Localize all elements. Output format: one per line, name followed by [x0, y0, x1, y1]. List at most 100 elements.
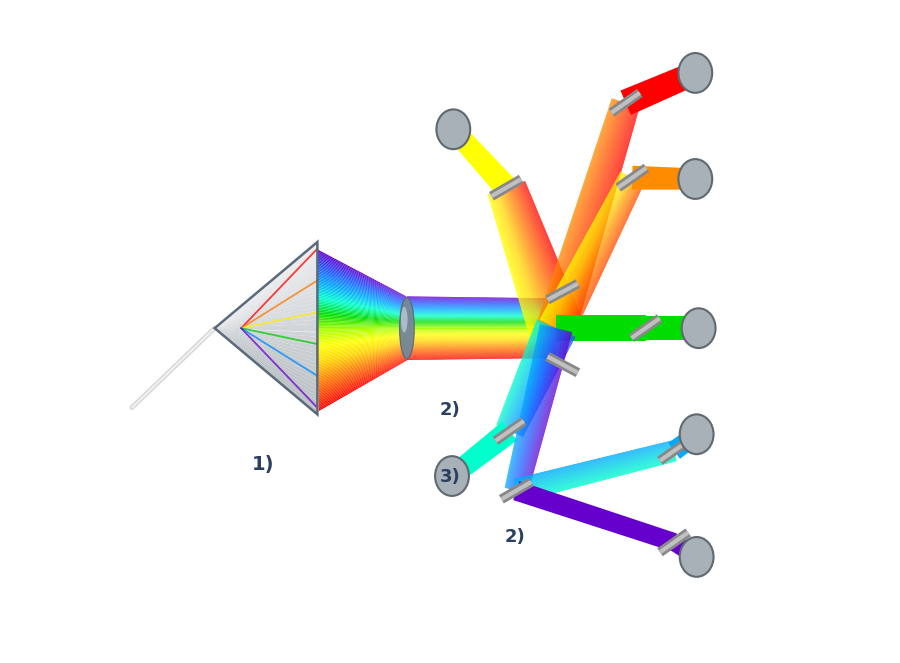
Polygon shape — [549, 101, 621, 326]
Polygon shape — [574, 107, 640, 334]
Polygon shape — [526, 332, 570, 493]
Polygon shape — [552, 101, 623, 327]
Polygon shape — [319, 347, 408, 379]
Ellipse shape — [680, 414, 714, 454]
Polygon shape — [547, 174, 626, 324]
Polygon shape — [319, 351, 408, 389]
Polygon shape — [507, 325, 544, 489]
Polygon shape — [561, 179, 636, 331]
Polygon shape — [555, 103, 625, 328]
Polygon shape — [560, 179, 635, 330]
Polygon shape — [537, 99, 612, 322]
Polygon shape — [507, 326, 553, 430]
Polygon shape — [506, 325, 543, 488]
Polygon shape — [565, 105, 633, 332]
Polygon shape — [317, 299, 407, 317]
Polygon shape — [214, 328, 318, 363]
Polygon shape — [317, 320, 407, 325]
Polygon shape — [518, 333, 569, 435]
Polygon shape — [491, 193, 536, 335]
Polygon shape — [319, 352, 408, 393]
Ellipse shape — [400, 298, 414, 358]
Polygon shape — [559, 179, 634, 330]
Ellipse shape — [400, 298, 414, 359]
Polygon shape — [319, 354, 408, 398]
Polygon shape — [318, 333, 407, 343]
Polygon shape — [509, 328, 557, 431]
Polygon shape — [319, 356, 408, 403]
Polygon shape — [318, 341, 407, 364]
Polygon shape — [407, 353, 556, 355]
Polygon shape — [499, 190, 545, 332]
Polygon shape — [407, 306, 556, 308]
Polygon shape — [558, 178, 634, 330]
Polygon shape — [514, 328, 554, 490]
Polygon shape — [572, 106, 638, 333]
Polygon shape — [512, 327, 550, 489]
Polygon shape — [524, 331, 567, 493]
Polygon shape — [407, 356, 556, 359]
Polygon shape — [545, 174, 626, 323]
Polygon shape — [407, 296, 556, 299]
Polygon shape — [407, 329, 556, 330]
Polygon shape — [516, 184, 570, 324]
Polygon shape — [516, 448, 673, 487]
Polygon shape — [518, 183, 573, 322]
Polygon shape — [520, 182, 576, 321]
Polygon shape — [500, 322, 543, 427]
Polygon shape — [407, 353, 556, 355]
Polygon shape — [502, 324, 545, 428]
Polygon shape — [520, 335, 572, 436]
Polygon shape — [508, 326, 546, 489]
Polygon shape — [407, 323, 556, 324]
Polygon shape — [505, 325, 550, 429]
Polygon shape — [214, 302, 318, 328]
Polygon shape — [506, 326, 551, 430]
Polygon shape — [515, 446, 673, 485]
Polygon shape — [517, 452, 674, 492]
Polygon shape — [317, 292, 407, 314]
Polygon shape — [565, 181, 639, 333]
Polygon shape — [317, 307, 407, 320]
Polygon shape — [515, 444, 672, 484]
Polygon shape — [316, 271, 407, 306]
Polygon shape — [521, 330, 563, 492]
Polygon shape — [501, 189, 550, 331]
Ellipse shape — [400, 298, 413, 358]
Polygon shape — [318, 334, 407, 346]
Polygon shape — [319, 347, 408, 380]
Polygon shape — [317, 276, 407, 308]
Polygon shape — [407, 357, 556, 359]
Polygon shape — [574, 107, 639, 334]
Polygon shape — [316, 259, 407, 301]
Polygon shape — [407, 318, 556, 319]
Ellipse shape — [400, 298, 413, 358]
Polygon shape — [558, 178, 634, 330]
Polygon shape — [504, 324, 548, 428]
Polygon shape — [407, 355, 556, 357]
Polygon shape — [407, 322, 556, 323]
Polygon shape — [504, 188, 554, 330]
Text: 3): 3) — [439, 468, 461, 487]
Polygon shape — [500, 190, 549, 331]
Polygon shape — [523, 182, 580, 320]
Polygon shape — [518, 457, 676, 499]
Polygon shape — [563, 180, 638, 332]
Polygon shape — [565, 181, 639, 333]
Polygon shape — [497, 320, 537, 425]
Polygon shape — [516, 328, 556, 491]
Polygon shape — [407, 354, 556, 356]
Polygon shape — [317, 284, 407, 311]
Polygon shape — [518, 333, 568, 435]
Polygon shape — [521, 335, 572, 436]
Polygon shape — [488, 194, 530, 337]
Polygon shape — [407, 310, 556, 312]
Polygon shape — [555, 178, 633, 328]
Ellipse shape — [400, 298, 413, 358]
Text: 2): 2) — [505, 528, 526, 546]
Polygon shape — [214, 289, 318, 328]
Polygon shape — [407, 302, 556, 304]
Polygon shape — [508, 325, 544, 489]
Polygon shape — [407, 299, 556, 302]
Polygon shape — [510, 186, 562, 326]
